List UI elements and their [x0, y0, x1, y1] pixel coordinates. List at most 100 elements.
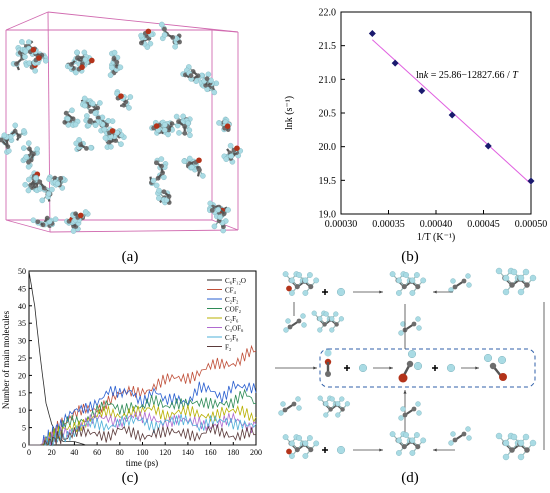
molecule: [83, 113, 103, 129]
box-edge: [5, 219, 51, 233]
box-edge: [47, 11, 239, 33]
legend-label: C₂F₂: [225, 296, 239, 304]
legend-label: C₆F₁₂O: [225, 277, 246, 285]
molecule: [221, 142, 244, 165]
x-tick-label: 20: [48, 448, 56, 457]
y-tick-label: 45: [18, 284, 26, 293]
y-axis-label: Number of main molecules: [1, 310, 11, 409]
y-tick-label: 19.0: [319, 210, 337, 221]
molecule: [181, 155, 206, 179]
reaction-pathway-diagram: [275, 267, 545, 461]
molecule: [32, 47, 49, 66]
arrowhead: [313, 366, 317, 370]
molecule: [0, 122, 28, 155]
fragment: [448, 426, 472, 446]
molecule: [311, 310, 345, 333]
molecule: [30, 215, 59, 229]
arrowhead: [389, 366, 393, 370]
series-line: [28, 270, 256, 446]
legend-label: C₃F₈: [225, 334, 239, 342]
data-point: [527, 177, 535, 185]
simulation-box-image: [0, 11, 244, 234]
fluorine-atom: [446, 363, 456, 373]
equation-rest: = 25.86−12827.66 /: [428, 70, 512, 81]
molecule: [389, 431, 427, 456]
plot-frame: [340, 11, 532, 215]
y-tick-label: 22.0: [319, 8, 337, 19]
legend-label: F₂: [225, 344, 232, 352]
box-edge: [211, 29, 239, 33]
legend-label: C₃OF₆: [225, 325, 244, 333]
equation-k: k: [424, 70, 429, 81]
fluorine-atom: [324, 349, 332, 357]
label-b: (b): [401, 249, 419, 265]
box-edge: [49, 229, 239, 233]
panel-d: [275, 262, 550, 467]
panel-a: [0, 0, 260, 245]
y-tick-label: 5: [22, 424, 26, 433]
molecule-count-plot: 0 5 10 15 20 25 30 35 40 45 50 0 20 40 60 80 100 120 140 1…: [1, 267, 262, 468]
y-tick-label: 10: [18, 406, 26, 415]
molecule: [62, 107, 81, 128]
x-tick-label: 0.00050: [515, 219, 548, 230]
series-line: [29, 423, 257, 446]
arrhenius-plot: 19.0 19.5 20.0 20.5 21.0 21.5 22.0 0.00030 0.00…: [284, 8, 548, 244]
legend-label: CF₄: [225, 287, 237, 295]
molecule: [70, 209, 91, 226]
molecule: [101, 126, 124, 150]
y-tick-label: 20.5: [319, 109, 337, 120]
molecule: [282, 271, 320, 296]
molecule: [180, 64, 205, 84]
y-tick-label: 15: [18, 389, 26, 398]
x-tick-label: 180: [227, 448, 239, 457]
legend-label: COF₂: [225, 306, 242, 314]
arrowhead: [433, 290, 437, 294]
fluorine-atom: [336, 287, 346, 297]
molecule: [149, 119, 168, 136]
y-tick-label: 21.5: [319, 41, 337, 52]
data-point: [484, 142, 492, 150]
x-axis-label: 1/T (K⁻¹): [417, 232, 455, 243]
arrowhead: [433, 448, 437, 452]
molecule: [200, 71, 220, 96]
fluorine-atom: [336, 445, 346, 455]
molecule: [495, 267, 537, 296]
x-tick-label: 0.00045: [467, 219, 500, 230]
y-tick-label: 0: [22, 441, 26, 450]
molecules: [0, 21, 244, 234]
panel-b: 19.0 19.5 20.0 20.5 21.0 21.5 22.0 0.00030 0.00…: [270, 0, 550, 245]
x-tick-label: 0.00040: [420, 219, 453, 230]
x-axis-label: time (ps): [126, 458, 158, 468]
arrowhead: [379, 448, 383, 452]
x-tick-label: 0: [27, 448, 31, 457]
y-tick-label: 35: [18, 319, 26, 328]
series-line: [29, 388, 257, 446]
equation-ln: ln: [416, 70, 424, 81]
data-point: [448, 111, 456, 119]
molecule: [155, 187, 172, 206]
cof2-molecule: [483, 353, 507, 381]
fragment: [283, 313, 307, 333]
y-tick-label: 50: [18, 268, 26, 276]
panel-c: 0 5 10 15 20 25 30 35 40 45 50 0 20 40 60 80 100 120 140 1…: [0, 267, 270, 468]
x-tick-label: 140: [182, 448, 194, 457]
fragment: [398, 401, 422, 421]
x-tick-label: 60: [93, 448, 101, 457]
molecule: [46, 174, 68, 191]
equation-label: lnk = 25.86−12827.66 / T: [416, 70, 519, 81]
y-axis-label: lnk (s⁻¹): [284, 96, 295, 130]
molecule: [19, 39, 39, 55]
legend-label: C₂F₆: [225, 315, 239, 323]
y-tick-label: 25: [18, 354, 26, 363]
molecule: [80, 95, 103, 117]
carbon-atom: [325, 371, 331, 377]
y-tick-label: 19.5: [319, 176, 337, 187]
molecule: [317, 395, 351, 418]
label-c: (c): [121, 470, 139, 486]
dashed-highlight-box: [319, 348, 536, 388]
y-tick-label: 20.0: [319, 142, 337, 153]
molecule: [20, 140, 40, 170]
fit-line: [372, 39, 532, 185]
y-tick-label: 21.0: [319, 75, 337, 86]
cof-molecule: [398, 349, 423, 383]
